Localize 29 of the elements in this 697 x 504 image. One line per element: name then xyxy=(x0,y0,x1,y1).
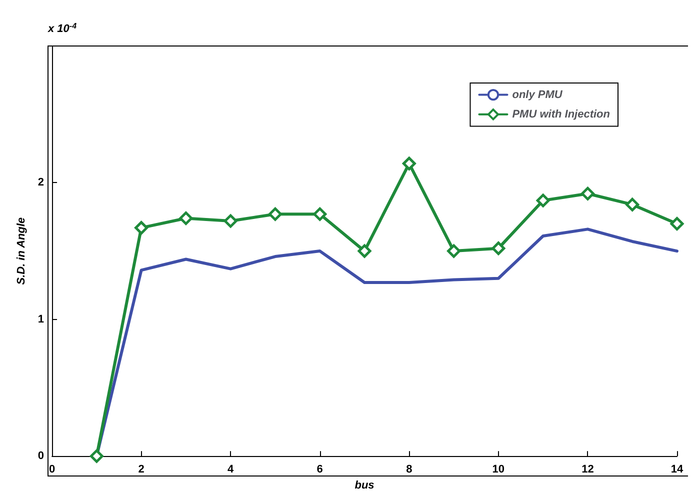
point xyxy=(580,186,594,200)
x-tick-label: 4 xyxy=(228,464,235,476)
point xyxy=(134,221,148,235)
point xyxy=(447,244,461,258)
point xyxy=(224,214,238,228)
point xyxy=(670,216,684,230)
legend-label: PMU with Injection xyxy=(512,108,610,120)
x-axis-title: bus xyxy=(354,480,374,492)
y-tick-label: 2 xyxy=(38,176,44,189)
point xyxy=(626,198,640,212)
x-tick-label: 6 xyxy=(316,464,323,476)
y-tick-label: 1 xyxy=(38,313,44,326)
y-tick-label: 0 xyxy=(38,450,44,462)
point xyxy=(268,207,282,221)
point xyxy=(90,449,104,463)
x-tick-label: 8 xyxy=(406,464,412,476)
x-tick-label: 0 xyxy=(48,464,56,476)
x-tick-label: 12 xyxy=(582,464,594,476)
point xyxy=(179,211,193,225)
point xyxy=(492,242,506,256)
x-tick-label: 2 xyxy=(138,464,144,476)
point xyxy=(536,194,550,208)
point xyxy=(358,244,372,258)
x-tick-label: 14 xyxy=(670,464,684,476)
point xyxy=(402,156,416,170)
legend-label: only PMU xyxy=(512,88,564,101)
y-axis-title: S.D. in Angle xyxy=(16,217,28,285)
point xyxy=(313,207,327,221)
x-tick-label: 10 xyxy=(492,464,505,476)
